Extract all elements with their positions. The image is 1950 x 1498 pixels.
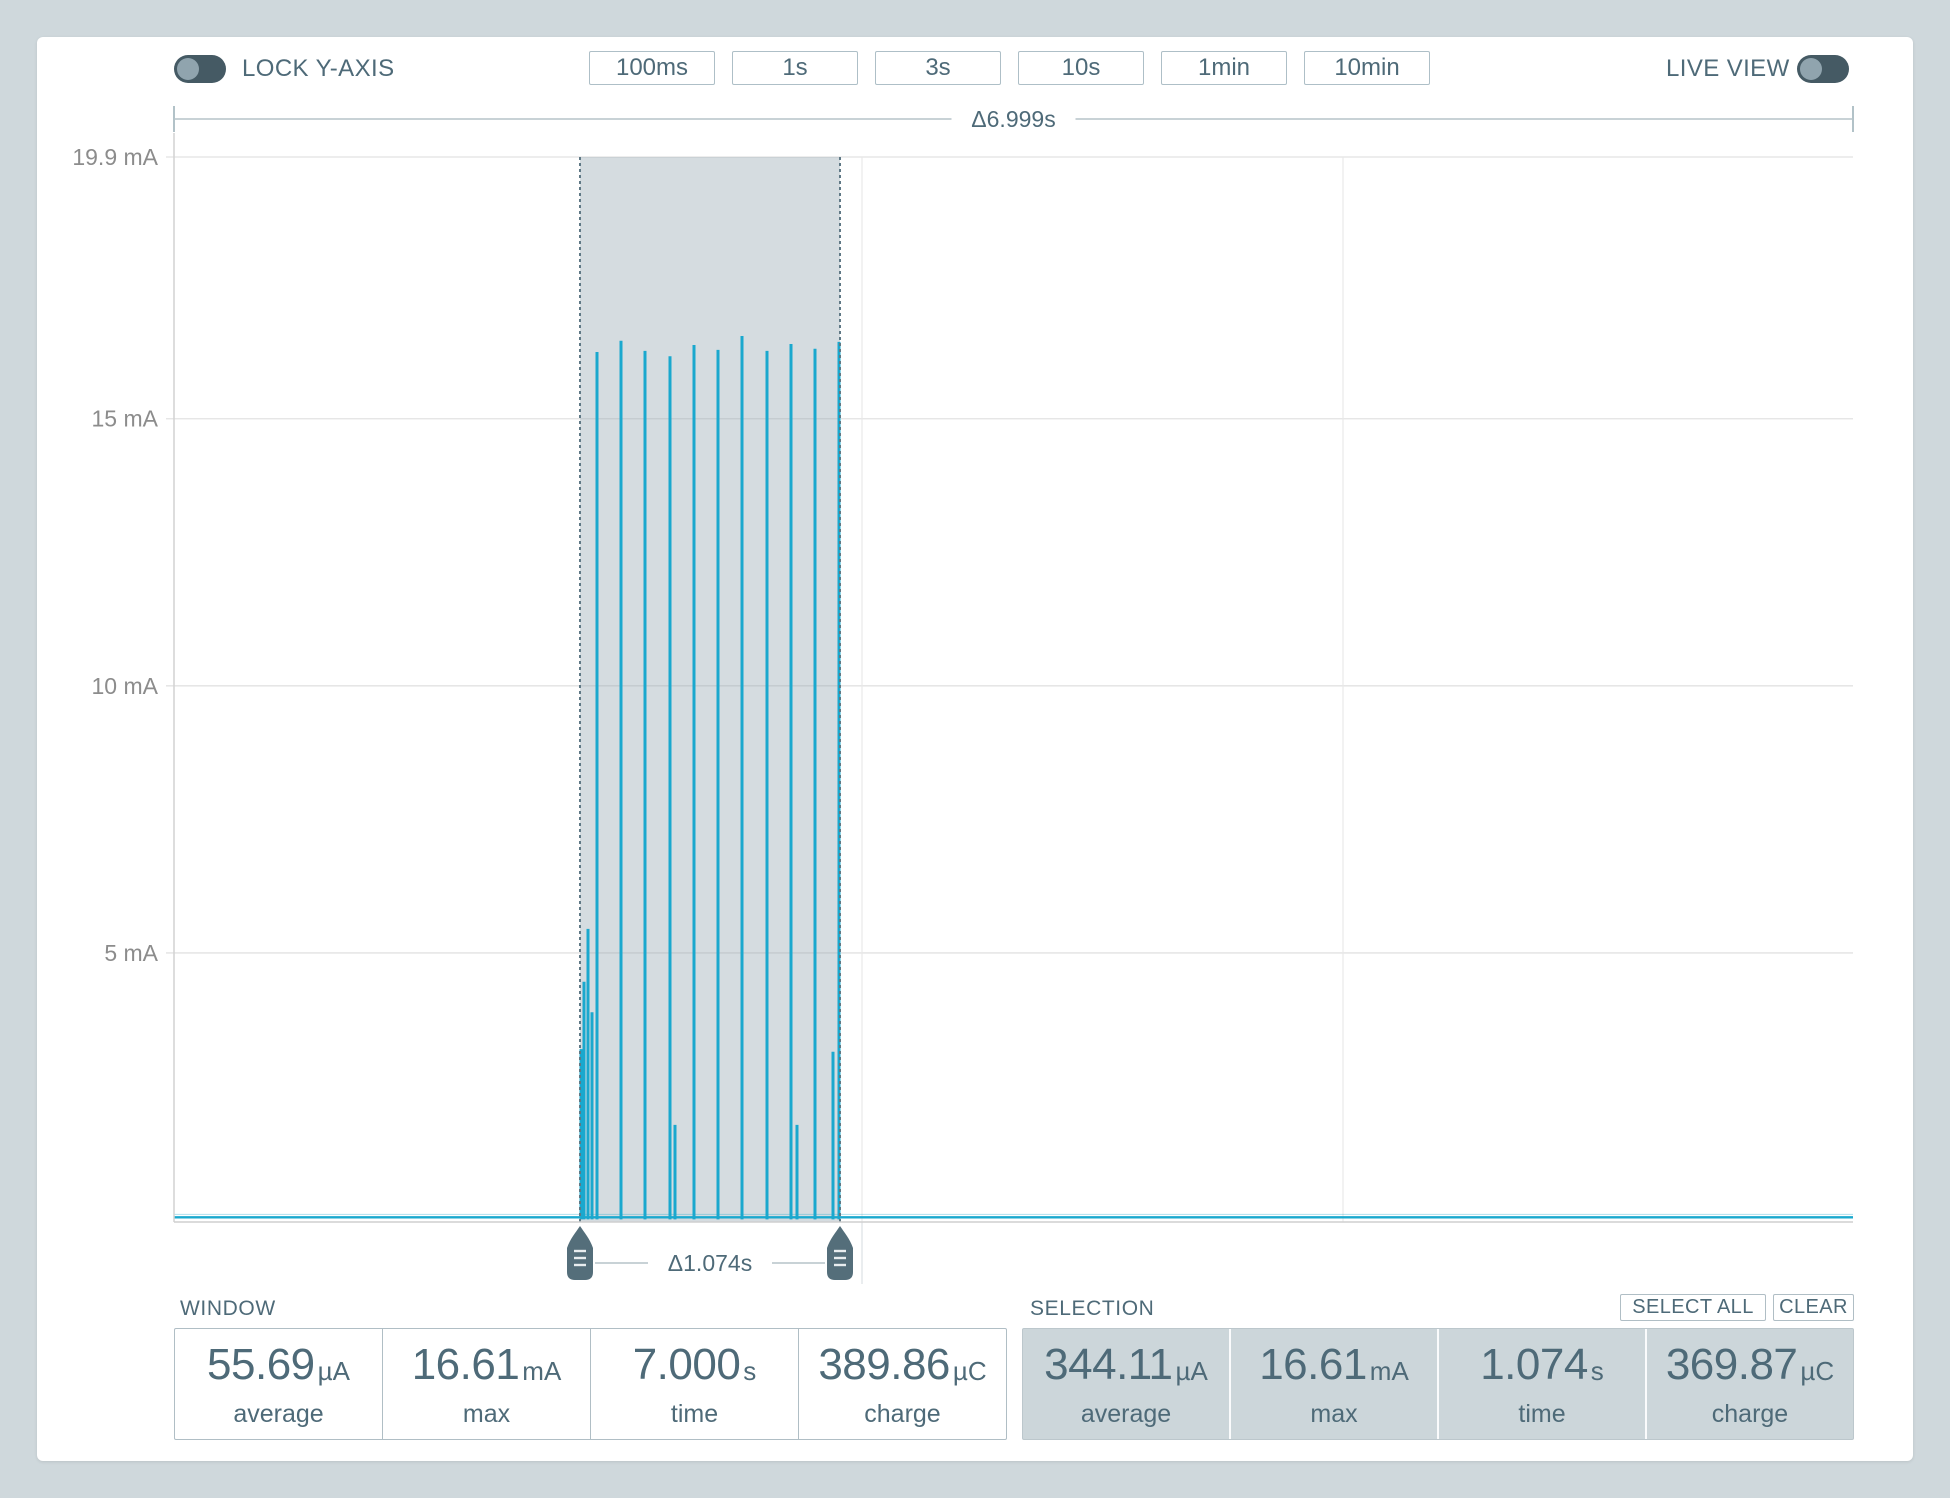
window-charge-value: 389.86	[818, 1340, 950, 1389]
window-average-value: 55.69	[207, 1340, 315, 1389]
selection-average-unit: µA	[1175, 1356, 1208, 1386]
range-button-10s[interactable]: 10s	[1018, 51, 1144, 85]
range-button-100ms[interactable]: 100ms	[589, 51, 715, 85]
lock-y-axis-label: LOCK Y-AXIS	[242, 55, 395, 82]
range-button-3s[interactable]: 3s	[875, 51, 1001, 85]
window-max-cell: 16.61 mA max	[383, 1329, 591, 1439]
selection-max-cell: 16.61 mA max	[1231, 1329, 1439, 1439]
selection-max-unit: mA	[1369, 1356, 1409, 1386]
window-time-label: time	[670, 1400, 719, 1428]
selection-time-cell: 1.074 s time	[1439, 1329, 1647, 1439]
selection-charge-label: charge	[1711, 1400, 1789, 1428]
y-axis-label: 5 mA	[104, 940, 158, 966]
selection-section-title: SELECTION	[1030, 1297, 1155, 1320]
window-time-value: 7.000	[632, 1340, 741, 1389]
selection-time-value: 1.074	[1480, 1340, 1588, 1389]
live-view-toggle[interactable]	[1797, 55, 1849, 83]
window-section-title: WINDOW	[180, 1297, 276, 1320]
clear-button[interactable]: CLEAR	[1773, 1294, 1854, 1321]
window-charge-unit: µC	[952, 1356, 987, 1386]
range-button-1min[interactable]: 1min	[1161, 51, 1287, 85]
window-delta-label: Δ6.999s	[971, 106, 1055, 132]
toggle-knob-icon	[1800, 58, 1822, 80]
selection-max-value: 16.61	[1259, 1340, 1367, 1389]
selection-charge-cell: 369.87 µC charge	[1647, 1329, 1853, 1439]
range-button-10min[interactable]: 10min	[1304, 51, 1430, 85]
live-view-label: LIVE VIEW	[1666, 55, 1790, 82]
selection-region[interactable]	[580, 157, 840, 1222]
current-trace	[174, 335, 1853, 1220]
window-average-cell: 55.69 µA average	[175, 1329, 383, 1439]
range-button-1s[interactable]: 1s	[732, 51, 858, 85]
window-max-label: max	[462, 1400, 511, 1428]
window-charge-cell: 389.86 µC charge	[799, 1329, 1006, 1439]
selection-max-label: max	[1310, 1400, 1358, 1428]
window-max-unit: mA	[522, 1356, 562, 1386]
window-average-unit: µA	[317, 1356, 350, 1386]
selection-stats-box: 344.11 µA average 16.61 mA max 1.074 s time…	[1022, 1328, 1854, 1440]
toggle-knob-icon	[177, 58, 199, 80]
y-axis-label: 10 mA	[92, 673, 159, 699]
selection-average-value: 344.11	[1044, 1340, 1173, 1389]
selection-handle-right[interactable]	[827, 1226, 853, 1280]
selection-average-label: average	[1080, 1400, 1172, 1428]
selection-time-unit: s	[1590, 1356, 1604, 1386]
selection-handle-left[interactable]	[567, 1226, 593, 1280]
window-charge-label: charge	[864, 1400, 941, 1428]
lock-y-axis-toggle[interactable]	[174, 55, 226, 83]
window-time-cell: 7.000 s time	[591, 1329, 799, 1439]
handle-grip-body[interactable]	[827, 1226, 853, 1280]
app-card	[37, 37, 1913, 1461]
selection-average-cell: 344.11 µA average	[1023, 1329, 1231, 1439]
window-delta-bracket	[173, 106, 1854, 132]
y-axis-label: 19.9 mA	[72, 144, 158, 170]
selection-charge-value: 369.87	[1665, 1340, 1798, 1389]
handle-grip-body[interactable]	[567, 1226, 593, 1280]
selection-delta-label: Δ1.074s	[668, 1250, 752, 1276]
chart-gridlines	[166, 156, 1853, 1284]
select-all-button[interactable]: SELECT ALL	[1620, 1294, 1766, 1321]
selection-charge-unit: µC	[1800, 1356, 1835, 1386]
window-stats-box: 55.69 µA average 16.61 mA max 7.000 s time …	[174, 1328, 1007, 1440]
window-time-unit: s	[743, 1356, 757, 1386]
selection-time-label: time	[1518, 1400, 1566, 1428]
chart-axes	[173, 133, 1853, 1223]
window-average-label: average	[233, 1400, 324, 1428]
y-axis-label: 15 mA	[92, 406, 159, 432]
window-max-value: 16.61	[411, 1340, 520, 1389]
